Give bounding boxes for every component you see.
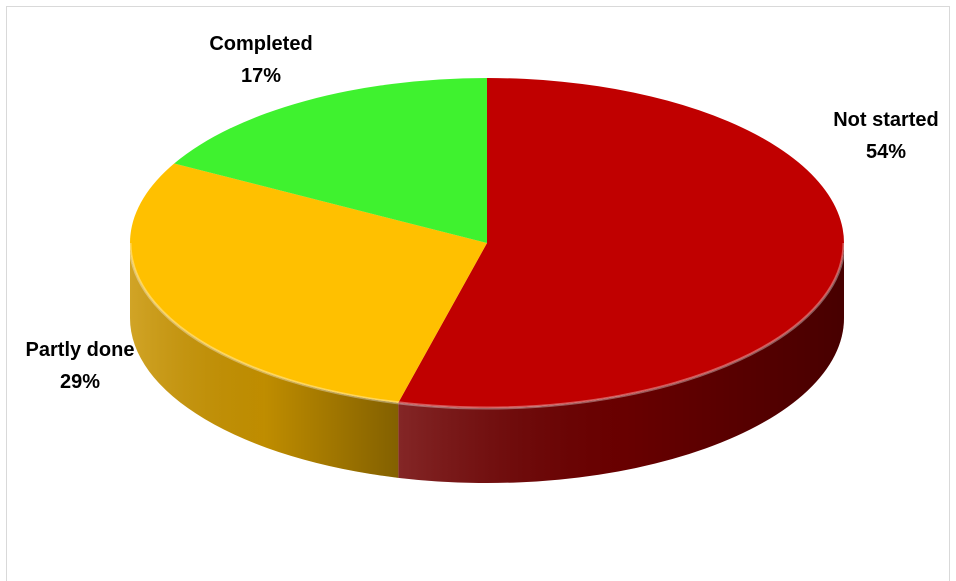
label-not-started-value: 54% [866,141,906,163]
pie-rim-highlight [128,242,846,410]
pie-data-labels: Not started 54% Partly done 29% Complete… [26,33,939,393]
label-partly-done-name: Partly done [26,339,135,361]
pie-slice-partly-done [129,163,487,403]
label-not-started-name: Not started [833,109,939,131]
pie-slice-completed [174,78,487,243]
pie-side-walls [130,243,844,483]
label-completed-value: 17% [241,65,281,87]
label-completed-name: Completed [209,33,312,55]
label-partly-done-value: 29% [60,371,100,393]
pie-side-shade-not-started [398,243,844,483]
pie-slice-not-started [398,78,845,409]
pie-top-slices [128,78,846,410]
pie-side-shade-partly-done [130,243,399,478]
